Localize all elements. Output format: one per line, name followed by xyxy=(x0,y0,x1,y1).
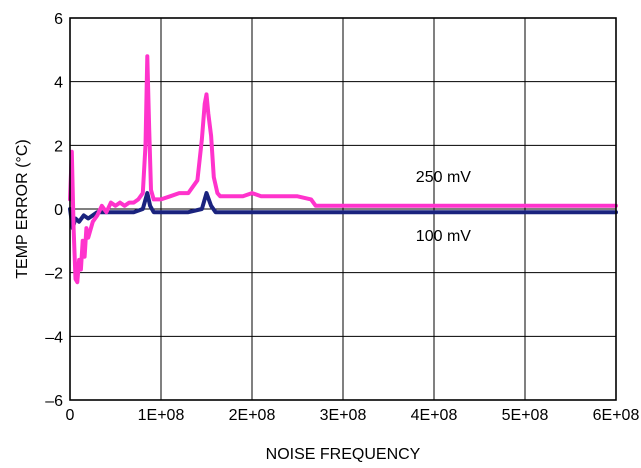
x-tick-label: 0 xyxy=(66,407,75,424)
y-tick-label: 2 xyxy=(54,138,63,155)
x-tick-label: 3E+08 xyxy=(320,407,367,424)
grid-lines xyxy=(70,18,616,400)
y-tick-label: 4 xyxy=(54,75,63,92)
y-tick-label: 0 xyxy=(54,202,63,219)
annotation-label: 250 mV xyxy=(416,169,471,186)
y-tick-label: –6 xyxy=(45,393,63,410)
series-lines xyxy=(68,54,618,285)
series-line-100-mv xyxy=(68,191,618,231)
annotation-label: 100 mV xyxy=(416,228,471,245)
series-line-250-mv xyxy=(68,54,618,285)
x-tick-label: 2E+08 xyxy=(229,407,276,424)
x-tick-labels: 0 1E+08 2E+08 3E+08 4E+08 5E+08 6E+08 xyxy=(66,407,640,424)
y-tick-label: –4 xyxy=(45,329,63,346)
x-tick-label: 5E+08 xyxy=(502,407,549,424)
x-tick-label: 1E+08 xyxy=(138,407,185,424)
y-tick-label: 6 xyxy=(54,11,63,28)
x-tick-label: 6E+08 xyxy=(593,407,640,424)
plot-border xyxy=(69,17,617,401)
y-tick-labels: –6 –4 –2 0 2 4 6 xyxy=(45,11,63,410)
annotations: 250 mV 100 mV xyxy=(416,169,471,245)
x-axis-label: NOISE FREQUENCY xyxy=(266,446,421,463)
y-tick-label: –2 xyxy=(45,266,63,283)
y-axis-label: TEMP ERROR (°C) xyxy=(14,139,31,278)
x-tick-label: 4E+08 xyxy=(411,407,458,424)
